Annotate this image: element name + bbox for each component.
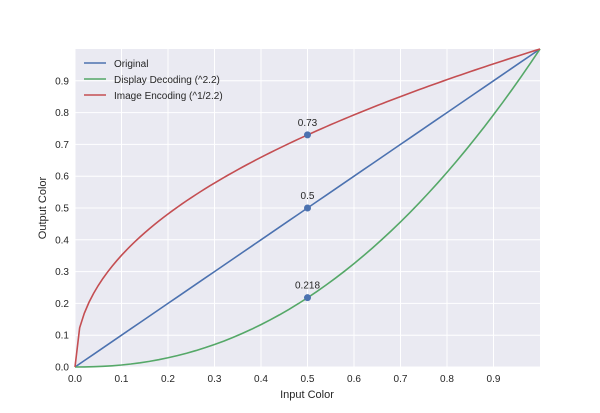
y-tick-label: 0.0 (55, 363, 69, 374)
data-point-marker (304, 294, 311, 302)
x-tick-label: 0.6 (347, 374, 361, 385)
y-tick-label: 0.5 (55, 204, 69, 215)
legend-label-decoding: Display Decoding (^2.2) (114, 75, 220, 86)
y-axis-label: Output Color (37, 176, 49, 239)
y-tick-labels: 0.0 0.1 0.2 0.3 0.4 0.5 0.6 0.7 0.8 0.9 (55, 76, 69, 373)
data-point-marker (304, 204, 311, 212)
legend-label-encoding: Image Encoding (^1/2.2) (114, 91, 223, 102)
y-tick-label: 0.7 (55, 140, 69, 151)
x-tick-label: 0.1 (115, 374, 129, 385)
grid-lines (74, 49, 540, 368)
y-tick-label: 0.2 (55, 299, 69, 310)
x-tick-label: 0.7 (394, 374, 408, 385)
x-tick-label: 0.4 (254, 374, 268, 385)
y-tick-label: 0.8 (55, 108, 69, 119)
y-tick-label: 0.9 (55, 76, 69, 87)
data-markers: 0.73 0.5 0.218 (295, 118, 320, 302)
y-tick-label: 0.6 (55, 172, 69, 183)
x-tick-label: 0.9 (487, 374, 501, 385)
data-point-label: 0.5 (301, 191, 315, 202)
y-tick-label: 0.3 (55, 267, 69, 278)
data-point-label: 0.218 (295, 281, 320, 292)
x-tick-labels: 0.0 0.1 0.2 0.3 0.4 0.5 0.6 0.7 0.8 0.9 (68, 374, 501, 385)
x-axis-label: Input Color (280, 389, 334, 401)
legend-label-original: Original (114, 59, 148, 70)
x-tick-label: 0.5 (301, 374, 315, 385)
legend: Original Display Decoding (^2.2) Image E… (84, 59, 223, 102)
y-tick-label: 0.4 (55, 235, 69, 246)
data-point-marker (304, 131, 311, 139)
x-tick-label: 0.2 (161, 374, 175, 385)
x-tick-label: 0.8 (440, 374, 454, 385)
y-tick-label: 0.1 (55, 331, 69, 342)
x-tick-label: 0.3 (208, 374, 222, 385)
data-point-label: 0.73 (298, 118, 318, 129)
x-tick-label: 0.0 (68, 374, 82, 385)
